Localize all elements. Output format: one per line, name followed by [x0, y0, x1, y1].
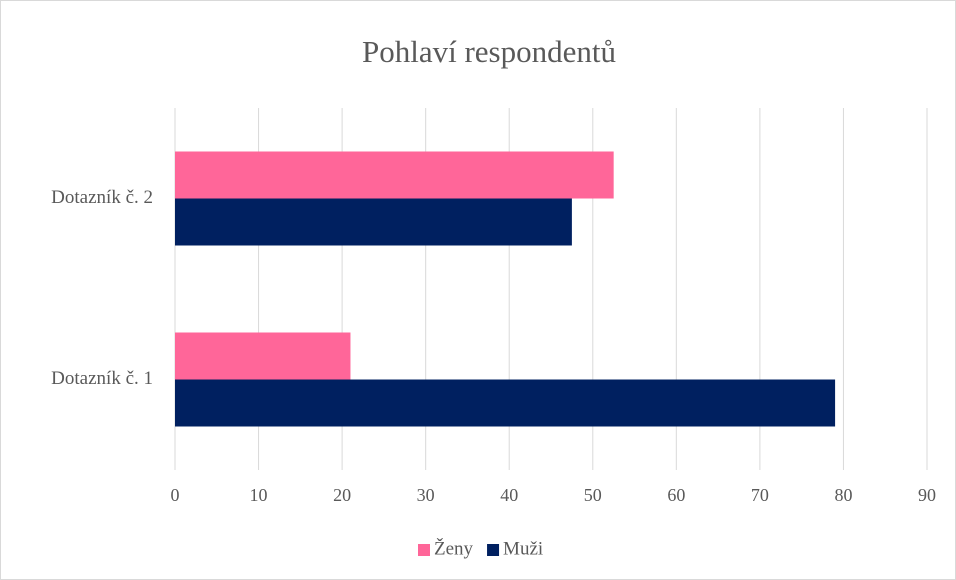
y-tick-label: Dotazník č. 1: [51, 368, 153, 389]
x-tick-label: 20: [333, 485, 351, 505]
bar: [175, 198, 572, 246]
x-tick-label: 60: [667, 485, 685, 505]
x-tick-label: 80: [834, 485, 852, 505]
x-tick-label: 90: [918, 485, 936, 505]
x-tick-label: 10: [250, 485, 268, 505]
legend-swatch: [418, 544, 430, 556]
x-tick-label: 40: [500, 485, 518, 505]
y-tick-label: Dotazník č. 2: [51, 187, 153, 208]
legend-label: Muži: [503, 538, 543, 559]
legend-swatch: [487, 544, 500, 556]
chart-title: Pohlaví respondentů: [362, 34, 616, 69]
bar: [175, 151, 614, 199]
x-tick-label: 0: [171, 485, 180, 505]
legend-label: Ženy: [434, 537, 474, 559]
bar: [175, 379, 836, 427]
x-tick-label: 50: [584, 485, 602, 505]
bar: [175, 332, 351, 380]
x-tick-label: 30: [417, 485, 435, 505]
x-tick-label: 70: [751, 485, 769, 505]
